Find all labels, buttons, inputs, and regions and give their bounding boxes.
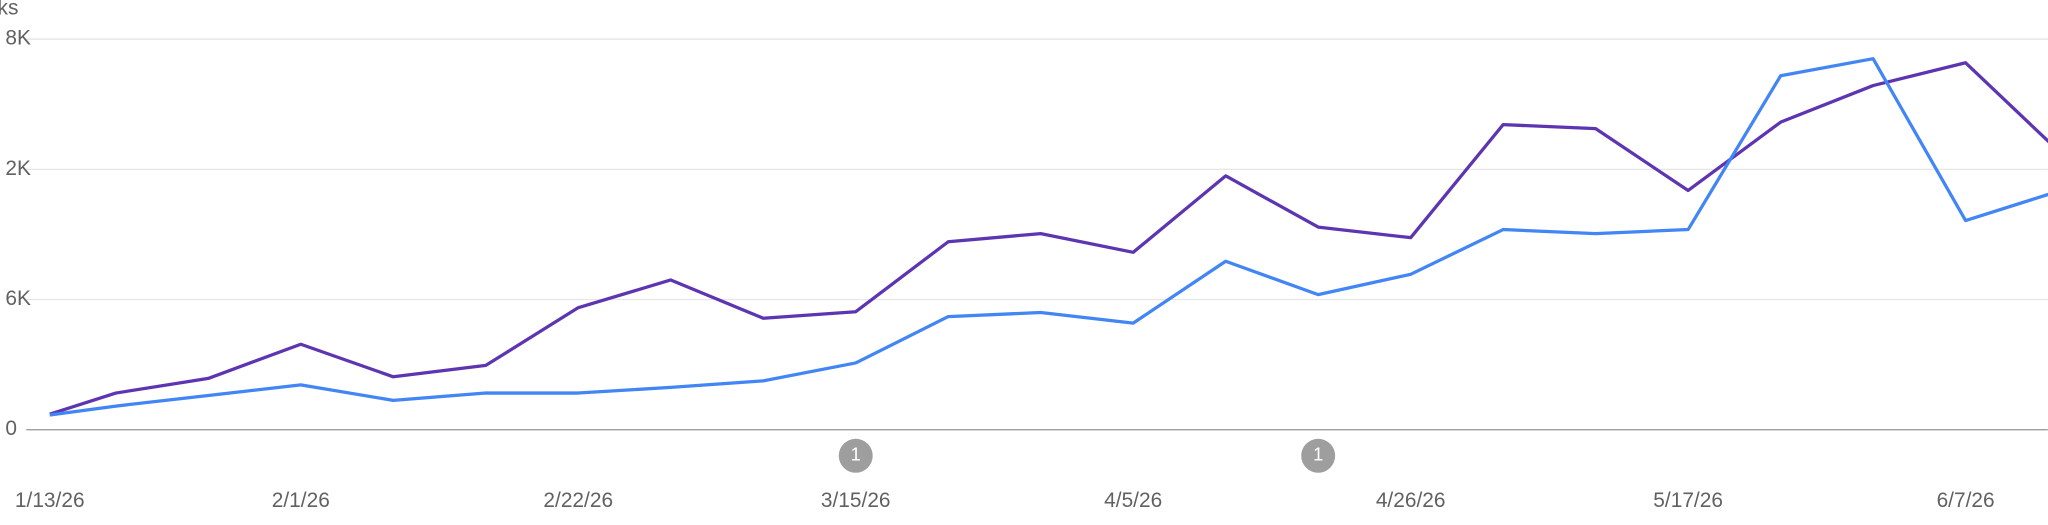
y-tick-label: 2K xyxy=(5,157,31,180)
annotation-marker xyxy=(1301,438,1336,473)
x-tick-label: 6/7/26 xyxy=(1937,489,1995,512)
y-axis-label: ks xyxy=(0,0,18,20)
x-tick-label: 2/22/26 xyxy=(543,489,613,512)
annotation-marker xyxy=(838,438,873,473)
y-tick-label: 8K xyxy=(5,27,31,50)
annotation: 1 xyxy=(838,438,873,473)
annotation: 1 xyxy=(1301,438,1336,473)
x-tick-label: 4/26/26 xyxy=(1376,489,1446,512)
series-line xyxy=(49,61,2048,416)
annotation-label: 1 xyxy=(1313,444,1323,465)
y-tick-label: 6K xyxy=(5,287,31,310)
x-tick-label: 2/1/26 xyxy=(272,489,330,512)
series-line xyxy=(49,57,2048,417)
x-tick-label: 5/17/26 xyxy=(1653,489,1723,512)
x-tick-label: 4/5/26 xyxy=(1104,489,1162,512)
x-tick-label: 3/15/26 xyxy=(821,489,891,512)
y-tick-label: 0 xyxy=(5,417,17,440)
annotation-label: 1 xyxy=(851,444,861,465)
x-tick-label: 1/13/26 xyxy=(15,489,85,512)
